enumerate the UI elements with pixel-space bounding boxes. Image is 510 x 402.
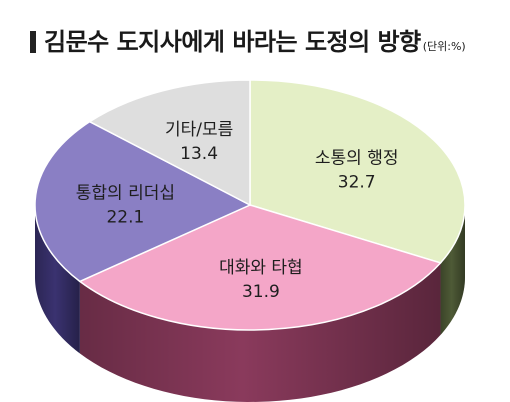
slice-value-tonghap: 22.1 [106,207,144,227]
chart-title-row: 김문수 도지사에게 바라는 도정의 방향 (단위:%) [30,22,466,57]
pie-slice-gita [88,79,251,207]
slice-labels: 소통의 행정 32.7 대화와 타협 31.9 통합의 리더십 22.1 기타/모름 13.4 [76,120,399,302]
slice-value-gita: 13.4 [180,144,218,164]
pie-side-shade [440,205,465,335]
slice-value-daehwa: 31.9 [242,282,280,302]
pie-slice-tonghap [34,120,252,283]
pie-slice-daehwa [78,204,442,331]
pie-slice-sotong [249,79,466,264]
slice-label-tonghap: 통합의 리더십 [76,183,175,203]
slice-label-daehwa: 대화와 타협 [219,258,303,278]
slice-label-sotong: 소통의 행정 [315,148,399,168]
pie-sides [35,205,465,402]
chart-unit: (단위:%) [422,40,466,53]
slice-value-sotong: 32.7 [338,172,376,192]
title-marker [30,31,36,53]
pie-slices [34,79,466,331]
pie-side-shade [79,262,441,402]
chart-title: 김문수 도지사에게 바라는 도정의 방향 [44,28,421,56]
slice-label-gita: 기타/모름 [165,120,233,140]
pie-side-shade [35,205,80,354]
